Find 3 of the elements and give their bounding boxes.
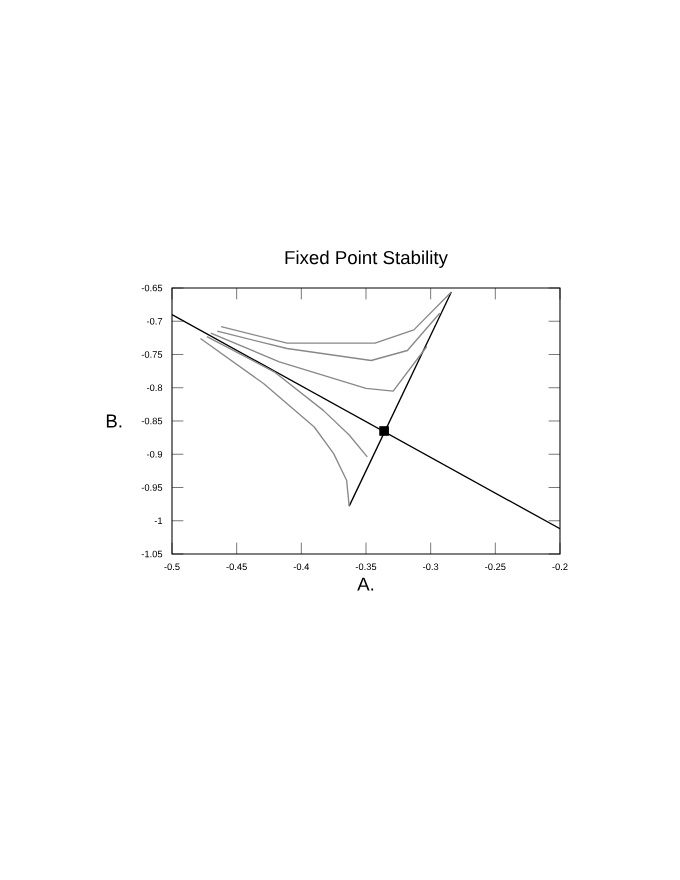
x-axis-title: A.	[357, 577, 374, 591]
chart-title: Fixed Point Stability	[285, 250, 448, 268]
y-axis-title: B.	[106, 414, 122, 428]
